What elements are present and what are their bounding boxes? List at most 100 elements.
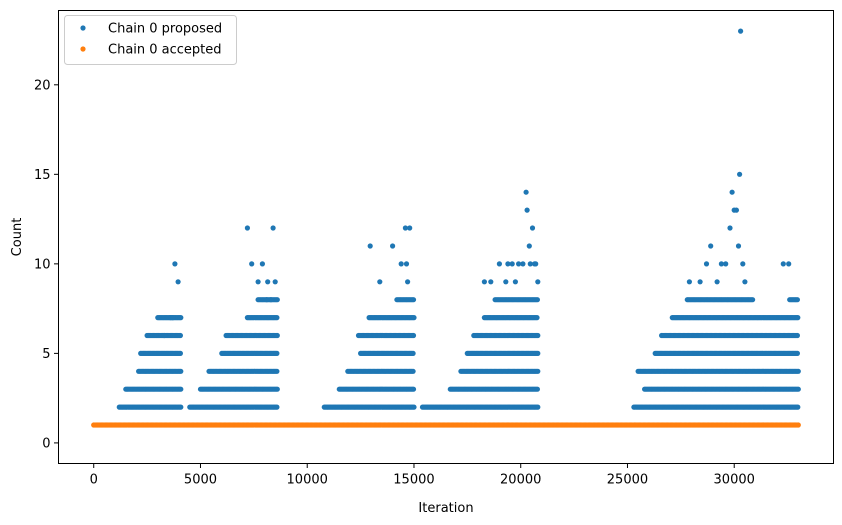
data-point-chain-0-proposed	[244, 225, 250, 231]
data-point-chain-0-proposed	[178, 368, 184, 374]
data-point-chain-0-proposed	[523, 189, 529, 195]
data-point-chain-0-proposed	[735, 243, 742, 249]
legend-box	[64, 15, 237, 65]
data-point-chain-0-proposed	[265, 279, 271, 285]
data-point-chain-0-proposed	[481, 279, 487, 285]
data-point-chain-0-proposed	[268, 297, 274, 303]
data-point-chain-0-proposed	[750, 297, 756, 303]
data-point-chain-0-proposed	[403, 261, 410, 267]
data-point-chain-0-proposed	[398, 261, 404, 267]
data-point-chain-0-proposed	[411, 315, 417, 321]
data-point-chain-0-proposed	[534, 315, 540, 321]
data-point-chain-0-proposed	[795, 315, 801, 321]
data-point-chain-0-proposed	[516, 261, 522, 267]
data-point-chain-0-proposed	[410, 350, 416, 356]
data-point-chain-0-proposed	[405, 279, 411, 285]
data-point-chain-0-proposed	[697, 279, 703, 285]
data-point-chain-0-proposed	[520, 261, 526, 267]
data-point-chain-0-proposed	[534, 297, 541, 303]
legend-label-proposed: Chain 0 proposed	[108, 22, 222, 37]
data-point-chain-0-proposed	[708, 243, 714, 249]
data-point-chain-0-proposed	[172, 261, 178, 267]
legend-label-accepted: Chain 0 accepted	[108, 43, 222, 58]
y-tick-label: 10	[34, 257, 51, 272]
data-point-chain-0-proposed	[532, 261, 538, 267]
data-point-chain-0-proposed	[529, 225, 536, 231]
data-point-chain-0-proposed	[274, 350, 280, 356]
x-tick-label: 15000	[393, 473, 434, 488]
data-point-chain-0-proposed	[727, 225, 733, 231]
data-point-chain-0-proposed	[526, 243, 532, 249]
data-point-chain-0-proposed	[795, 386, 801, 392]
data-point-chain-0-proposed	[733, 207, 740, 213]
data-point-chain-0-proposed	[512, 279, 519, 285]
data-point-chain-0-proposed	[535, 350, 541, 356]
data-point-chain-0-proposed	[411, 404, 417, 410]
data-point-chain-0-proposed	[794, 297, 801, 303]
data-point-chain-0-proposed	[270, 225, 276, 231]
data-point-chain-0-proposed	[410, 368, 416, 374]
data-point-chain-0-proposed	[488, 279, 494, 285]
data-point-chain-0-proposed	[714, 279, 720, 285]
data-point-chain-0-proposed	[786, 261, 792, 267]
data-point-chain-0-proposed	[175, 279, 181, 285]
x-tick-label: 25000	[607, 473, 648, 488]
x-axis-ticks: 0 5000 10000 15000 20000 25000 30000	[90, 463, 755, 488]
series-0	[116, 28, 801, 410]
x-tick-label: 30000	[714, 473, 755, 488]
y-axis-label: Count	[10, 218, 25, 257]
y-tick-label: 5	[42, 347, 50, 362]
data-point-chain-0-proposed	[274, 368, 280, 374]
data-point-chain-0-proposed	[794, 332, 801, 339]
data-point-chain-0-proposed	[177, 332, 183, 339]
data-point-chain-0-proposed	[161, 332, 167, 339]
data-point-chain-0-proposed	[274, 404, 280, 410]
data-point-chain-0-proposed	[410, 386, 417, 392]
data-point-chain-0-proposed	[274, 315, 280, 321]
x-tick-label: 0	[90, 473, 98, 488]
data-point-chain-0-proposed	[170, 315, 176, 321]
data-point-chain-0-proposed	[249, 261, 255, 267]
x-tick-label: 10000	[287, 473, 328, 488]
data-point-chain-0-proposed	[524, 207, 530, 213]
data-point-chain-0-proposed	[272, 279, 278, 285]
data-point-chain-0-proposed	[738, 28, 744, 34]
plot-frame	[58, 10, 834, 464]
data-point-chain-0-proposed	[410, 332, 417, 339]
data-point-chain-0-proposed	[274, 297, 280, 303]
data-point-chain-0-proposed	[259, 261, 265, 267]
data-point-chain-0-proposed	[535, 368, 541, 374]
data-point-chain-0-proposed	[177, 350, 183, 356]
data-point-chain-0-proposed	[178, 315, 184, 321]
data-point-chain-0-proposed	[780, 261, 786, 267]
data-point-chain-0-proposed	[742, 279, 748, 285]
data-point-chain-0-proposed	[274, 332, 280, 339]
data-point-chain-0-proposed	[503, 279, 509, 285]
data-point-chain-0-proposed	[794, 350, 801, 356]
legend-marker-proposed	[80, 25, 86, 31]
data-point-chain-0-proposed	[535, 279, 541, 285]
data-point-chain-0-proposed	[535, 404, 541, 410]
data-point-chain-0-proposed	[410, 297, 417, 303]
data-point-chain-0-proposed	[367, 243, 373, 249]
data-points-layer	[91, 28, 801, 428]
data-point-chain-0-proposed	[740, 261, 746, 267]
data-point-chain-0-accepted	[795, 422, 801, 428]
data-point-chain-0-proposed	[718, 261, 725, 267]
data-point-chain-0-proposed	[729, 189, 735, 195]
data-point-chain-0-proposed	[274, 386, 280, 392]
data-point-chain-0-proposed	[686, 279, 693, 285]
data-point-chain-0-proposed	[390, 243, 396, 249]
data-point-chain-0-proposed	[534, 386, 541, 392]
data-point-chain-0-proposed	[402, 225, 408, 231]
data-point-chain-0-proposed	[795, 368, 801, 374]
data-point-chain-0-proposed	[535, 332, 541, 339]
legend-marker-accepted	[80, 46, 86, 52]
x-tick-label: 20000	[500, 473, 541, 488]
data-point-chain-0-proposed	[178, 404, 184, 410]
y-tick-label: 0	[42, 436, 50, 451]
data-point-chain-0-proposed	[703, 261, 710, 267]
data-point-chain-0-proposed	[505, 261, 511, 267]
